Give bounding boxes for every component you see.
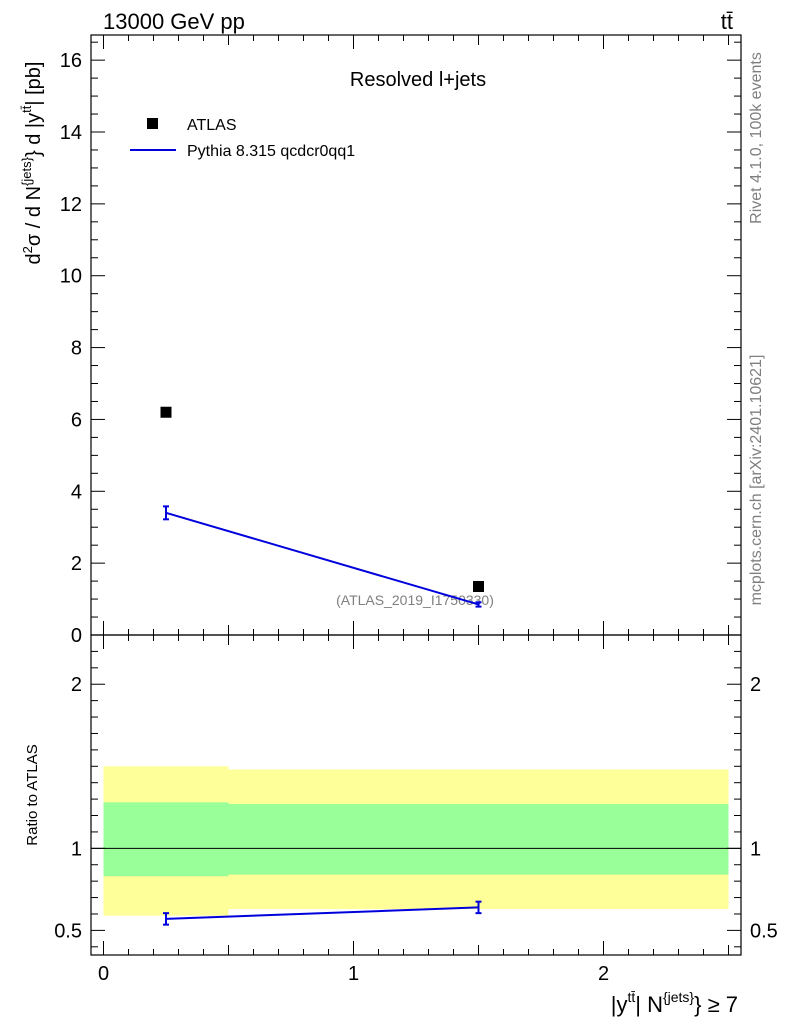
analysis-watermark: (ATLAS_2019_I1750330) xyxy=(336,592,494,608)
main-axis-ticks: 0 2 4 6 8 10 12 14 16 xyxy=(60,35,741,647)
ratio-band-green xyxy=(103,802,229,877)
ratio-ytick-label-right: 1 xyxy=(750,838,761,860)
ratio-ytick-label-right: 0.5 xyxy=(750,920,778,942)
main-y-label: d2σ / d N{jets}} d |ytt̄| [pb] xyxy=(19,62,45,265)
main-ytick-label: 2 xyxy=(71,553,82,575)
main-panel: Resolved l+jets (ATLAS_2019_I1750330) 0 2… xyxy=(19,34,742,647)
ratio-axis-ticks: 0.5 0.5 1 1 2 2 0 1 2 xyxy=(54,635,778,985)
ratio-ytick-label: 1 xyxy=(71,838,82,860)
svg-text:|ytt̄| N{jets}} ≥ 7: |ytt̄| N{jets}} ≥ 7 xyxy=(611,989,738,1017)
rivet-label: Rivet 4.1.0, 100k events xyxy=(748,52,765,224)
main-ytick-label: 6 xyxy=(71,409,82,431)
ratio-ytick-label: 2 xyxy=(71,674,82,696)
main-ytick-label: 4 xyxy=(71,481,82,503)
ratio-pythia-line xyxy=(165,906,479,920)
ratio-xtick-label: 2 xyxy=(598,963,609,985)
legend-atlas-marker xyxy=(147,118,158,129)
main-ytick-label: 12 xyxy=(60,194,82,216)
ratio-band-green xyxy=(228,804,729,875)
legend-atlas-label: ATLAS xyxy=(187,117,237,134)
ratio-uncertainty-bands xyxy=(91,766,741,916)
ratio-y-label: Ratio to ATLAS xyxy=(24,744,41,845)
legend: ATLAS Pythia 8.315 qcdcr0qq1 xyxy=(130,117,355,160)
svg-text:d2σ / d N{jets}} d |ytt̄| [pb]: d2σ / d N{jets}} d |ytt̄| [pb] xyxy=(19,62,45,265)
plot-title: Resolved l+jets xyxy=(350,69,486,91)
main-ytick-label: 16 xyxy=(60,50,82,72)
process-label: tt̄ xyxy=(721,9,733,34)
ratio-ytick-label: 0.5 xyxy=(54,920,82,942)
main-ytick-label: 14 xyxy=(60,122,82,144)
ratio-frame xyxy=(90,634,742,956)
legend-pythia-label: Pythia 8.315 qcdcr0qq1 xyxy=(187,143,355,160)
atlas-point xyxy=(473,580,484,592)
ratio-data-marks xyxy=(163,900,482,926)
ratio-xtick-label: 0 xyxy=(98,963,109,985)
ratio-ytick-label-right: 2 xyxy=(750,674,761,696)
main-data-marks xyxy=(160,406,484,608)
ratio-x-label: |ytt̄| N{jets}} ≥ 7 xyxy=(611,989,738,1017)
main-ytick-label: 10 xyxy=(60,266,82,288)
main-ytick-label: 0 xyxy=(71,625,82,647)
ratio-panel: 0.5 0.5 1 1 2 2 0 1 2 Ratio to ATLAS |ytt̄| N{je… xyxy=(24,634,778,1017)
atlas-point xyxy=(160,406,172,418)
mcplots-label: mcplots.cern.ch [arXiv:2401.10621] xyxy=(748,355,765,606)
main-ytick-label: 8 xyxy=(71,338,82,360)
energy-label: 13000 GeV pp xyxy=(103,9,245,34)
ratio-xtick-label: 1 xyxy=(348,963,359,985)
pythia-line xyxy=(165,511,479,606)
